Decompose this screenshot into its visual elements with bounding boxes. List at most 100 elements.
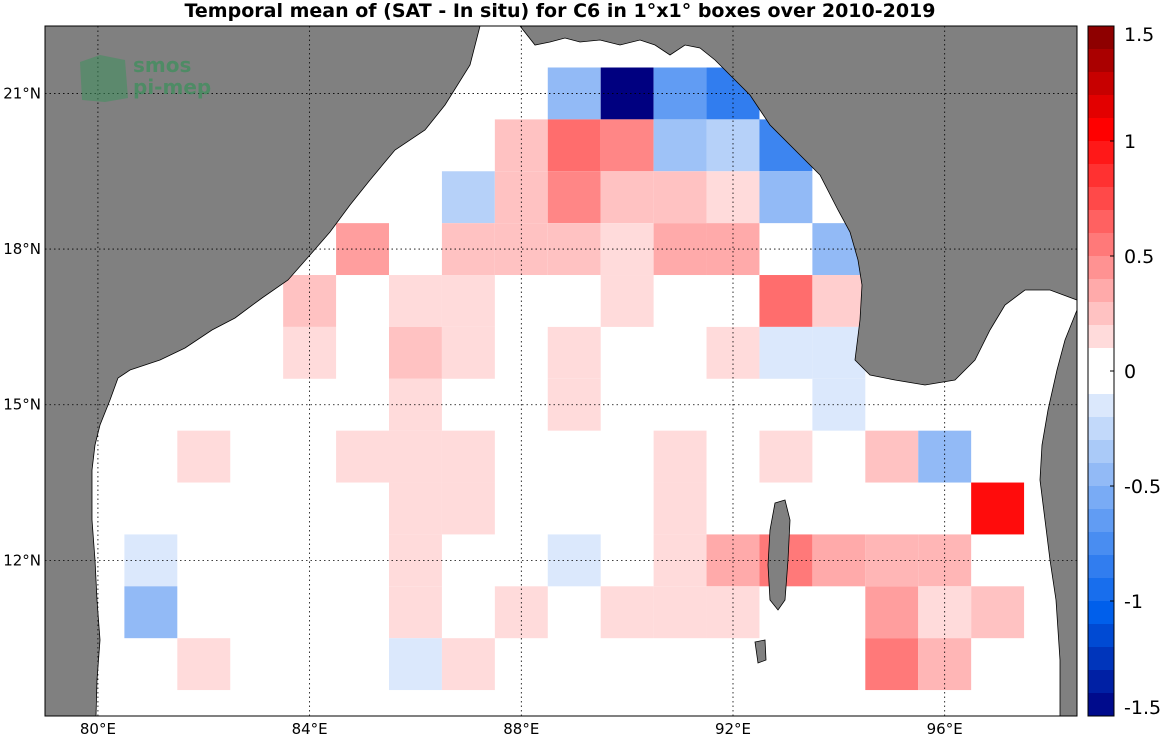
colorbar-level [1088,302,1114,326]
bangladesh-myanmar-landmass [519,25,1078,386]
map-frame [44,25,1078,717]
grid-cell-95e-11n [865,586,919,639]
colorbar-tick-label: 0.5 [1124,246,1154,268]
land-masses [44,25,1078,717]
grid-cell-91e-13n [653,482,707,535]
grid-cell-91e-11n [653,586,707,639]
grid-cell-81e-11n [124,586,178,639]
grid-cell-82e-14n [177,430,231,483]
y-axis-ticks: 12°N 15°N 18°N 21°N [3,84,41,569]
colorbar-level [1088,325,1114,349]
grid-cell-87e-16n [441,326,495,379]
nicobar-island [754,639,767,664]
colorbar-level [1088,532,1114,556]
colorbar-tick-label: 1.5 [1124,24,1154,46]
smos-pimep-logo: smos pi-mep [80,53,211,102]
colorbar: -1.5 -1 -0.5 0 0.5 1 1.5 [1087,24,1160,719]
grid-cell-89e-21n [547,67,601,120]
grid-cell-90e-20n [600,119,654,172]
grid-cell-89e-16n [547,326,601,379]
colorbar-level [1088,417,1114,441]
chart-title: Temporal mean of (SAT - In situ) for C6 … [184,0,935,22]
colorbar-level [1088,233,1114,257]
colorbar-level [1088,440,1114,464]
grid-cell-88e-20n [494,119,548,172]
grid-cell-96e-10n [918,638,972,691]
x-tick-label: 88°E [503,720,539,738]
grid-cell-82e-10n [177,638,231,691]
colorbar-level [1088,693,1114,717]
grid-cell-87e-10n [441,638,495,691]
grid-cell-86e-16n [389,326,442,379]
data-cells [124,67,1025,691]
y-tick-label: 12°N [3,551,41,569]
colorbar-level [1088,348,1114,372]
grid-cell-84e-16n [283,326,337,379]
colorbar-level [1088,118,1114,142]
grid-cell-89e-12n [547,534,601,587]
grid-cell-89e-18n [547,223,601,276]
grid-cell-95e-14n [865,430,919,483]
x-tick-label: 84°E [292,720,328,738]
grid-cell-85e-18n [336,223,389,276]
grid-cell-89e-15n [547,378,601,431]
colorbar-level [1088,371,1114,395]
colorbar-level [1088,187,1114,211]
grid-cell-94e-17n [812,275,866,327]
colorbar-swatches [1088,26,1114,717]
colorbar-level [1088,670,1114,694]
grid-cell-87e-17n [441,275,495,327]
colorbar-level [1088,256,1114,280]
grid-cell-97e-13n [971,482,1025,535]
grid-cell-91e-20n [653,119,707,172]
grid-cell-91e-19n [653,171,707,224]
x-tick-label: 92°E [715,720,751,738]
colorbar-level [1088,72,1114,96]
x-axis-ticks: 80°E 84°E 88°E 92°E 96°E [80,720,963,738]
grid-cell-87e-13n [441,482,495,535]
grid-cell-85e-14n [336,430,389,483]
colorbar-level [1088,578,1114,602]
grid-cell-89e-20n [547,119,601,172]
colorbar-level [1088,601,1114,625]
grid-cell-96e-14n [918,430,972,483]
grid-cell-92e-18n [706,223,760,276]
x-tick-label: 96°E [927,720,963,738]
grid-cell-87e-14n [441,430,495,483]
colorbar-level [1088,624,1114,648]
logo-emblem-icon [80,55,128,102]
grid-cell-88e-18n [494,223,548,276]
graticule [45,26,1077,716]
grid-cell-91e-14n [653,430,707,483]
colorbar-level [1088,647,1114,671]
y-tick-label: 15°N [3,396,41,414]
colorbar-tick-label: 1 [1124,131,1136,153]
logo-line-2: pi-mep [133,75,211,99]
grid-cell-93e-16n [759,326,813,379]
colorbar-level [1088,394,1114,418]
map-panel: smos pi-mep [44,25,1078,717]
grid-cell-89e-19n [547,171,601,224]
grid-cell-93e-17n [759,275,813,327]
grid-cell-90e-17n [600,275,654,327]
colorbar-tick-label: -1 [1124,591,1143,613]
colorbar-level [1088,26,1114,50]
colorbar-level [1088,95,1114,119]
grid-cell-92e-20n [706,119,760,172]
colorbar-tick-label: 0 [1124,361,1136,383]
grid-cell-86e-14n [389,430,442,483]
grid-cell-90e-19n [600,171,654,224]
grid-cell-97e-11n [971,586,1025,639]
grid-cell-86e-11n [389,586,442,639]
colorbar-ticks: -1.5 -1 -0.5 0 0.5 1 1.5 [1110,24,1160,719]
grid-cell-86e-17n [389,275,442,327]
grid-cell-95e-10n [865,638,919,691]
colorbar-level [1088,49,1114,73]
grid-cell-90e-11n [600,586,654,639]
grid-cell-87e-19n [441,171,495,224]
grid-cell-93e-14n [759,430,813,483]
logo-line-1: smos [133,53,191,77]
colorbar-level [1088,463,1114,487]
colorbar-level [1088,164,1114,188]
